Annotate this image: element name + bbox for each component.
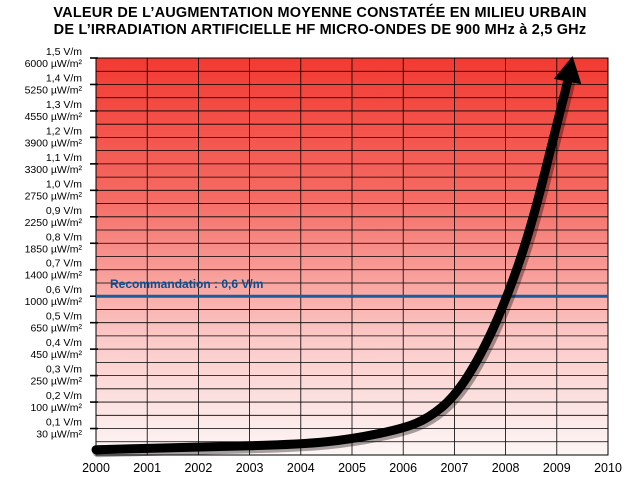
- y-tick-label-uw: 1000 µW/m²: [25, 296, 83, 308]
- y-tick-label-vm: 0,5 V/m: [46, 311, 82, 323]
- y-tick-label-uw: 2250 µW/m²: [25, 217, 83, 229]
- x-tick-label: 2005: [338, 461, 366, 475]
- y-tick-label-vm: 1,3 V/m: [46, 99, 82, 111]
- x-tick-label: 2008: [492, 461, 520, 475]
- y-tick-label-uw: 5250 µW/m²: [25, 84, 83, 96]
- recommendation-label: Recommandation : 0,6 V/m: [110, 277, 263, 291]
- y-tick-label-vm: 0,7 V/m: [46, 258, 82, 270]
- y-tick-label-vm: 0,2 V/m: [46, 390, 82, 402]
- x-tick-label: 2004: [287, 461, 315, 475]
- grid-lines: [95, 57, 609, 456]
- y-tick-label-uw: 1400 µW/m²: [25, 270, 83, 282]
- y-tick-label-vm: 1,0 V/m: [46, 178, 82, 190]
- series-arrow-head: [553, 56, 582, 85]
- y-tick-label-vm: 1,2 V/m: [46, 125, 82, 137]
- y-tick-label-uw: 3300 µW/m²: [25, 164, 83, 176]
- y-tick-label-uw: 650 µW/m²: [30, 323, 82, 335]
- y-tick-label-vm: 1,1 V/m: [46, 152, 82, 164]
- x-tick-label: 2002: [184, 461, 212, 475]
- y-tick-label-uw: 30 µW/m²: [36, 429, 82, 441]
- y-tick-label-uw: 450 µW/m²: [30, 349, 82, 361]
- series-line: [91, 67, 575, 455]
- y-tick-label-vm: 0,6 V/m: [46, 284, 82, 296]
- y-tick-label-vm: 0,9 V/m: [46, 205, 82, 217]
- y-tick-label-uw: 1850 µW/m²: [25, 243, 83, 255]
- chart-title-line2: DE L’IRRADIATION ARTIFICIELLE HF MICRO-O…: [53, 22, 587, 38]
- plot-frame: [95, 57, 609, 456]
- x-tick-label: 2007: [440, 461, 468, 475]
- y-tick-label-vm: 0,4 V/m: [46, 337, 82, 349]
- y-tick-label-vm: 0,3 V/m: [46, 364, 82, 376]
- y-tick-label-vm: 0,1 V/m: [46, 417, 82, 429]
- y-tick-label-uw: 250 µW/m²: [30, 376, 82, 388]
- x-tick-label: 2003: [236, 461, 264, 475]
- series-layer: [91, 56, 582, 458]
- x-tick-label: 2000: [82, 461, 110, 475]
- chart-title-line1: VALEUR DE L’AUGMENTATION MOYENNE CONSTAT…: [53, 5, 587, 21]
- x-axis-ticks: 2000 2001 2002 2003 2004 2005 2006 2007 2008 2009…: [82, 461, 622, 475]
- y-tick-label-uw: 100 µW/m²: [30, 402, 82, 414]
- annotations: Recommandation : 0,6 V/m: [96, 277, 608, 298]
- x-tick-label: 2009: [543, 461, 571, 475]
- y-tick-label-uw: 6000 µW/m²: [25, 58, 83, 70]
- y-tick-label-vm: 1,5 V/m: [46, 46, 82, 58]
- y-tick-label-uw: 4550 µW/m²: [25, 111, 83, 123]
- x-tick-label: 2010: [594, 461, 622, 475]
- x-tick-label: 2006: [389, 461, 417, 475]
- y-tick-label-vm: 0,8 V/m: [46, 231, 82, 243]
- x-tick-label: 2001: [133, 461, 161, 475]
- y-tick-label-uw: 2750 µW/m²: [25, 190, 83, 202]
- y-tick-label-uw: 3900 µW/m²: [25, 137, 83, 149]
- y-tick-label-vm: 1,4 V/m: [46, 72, 82, 84]
